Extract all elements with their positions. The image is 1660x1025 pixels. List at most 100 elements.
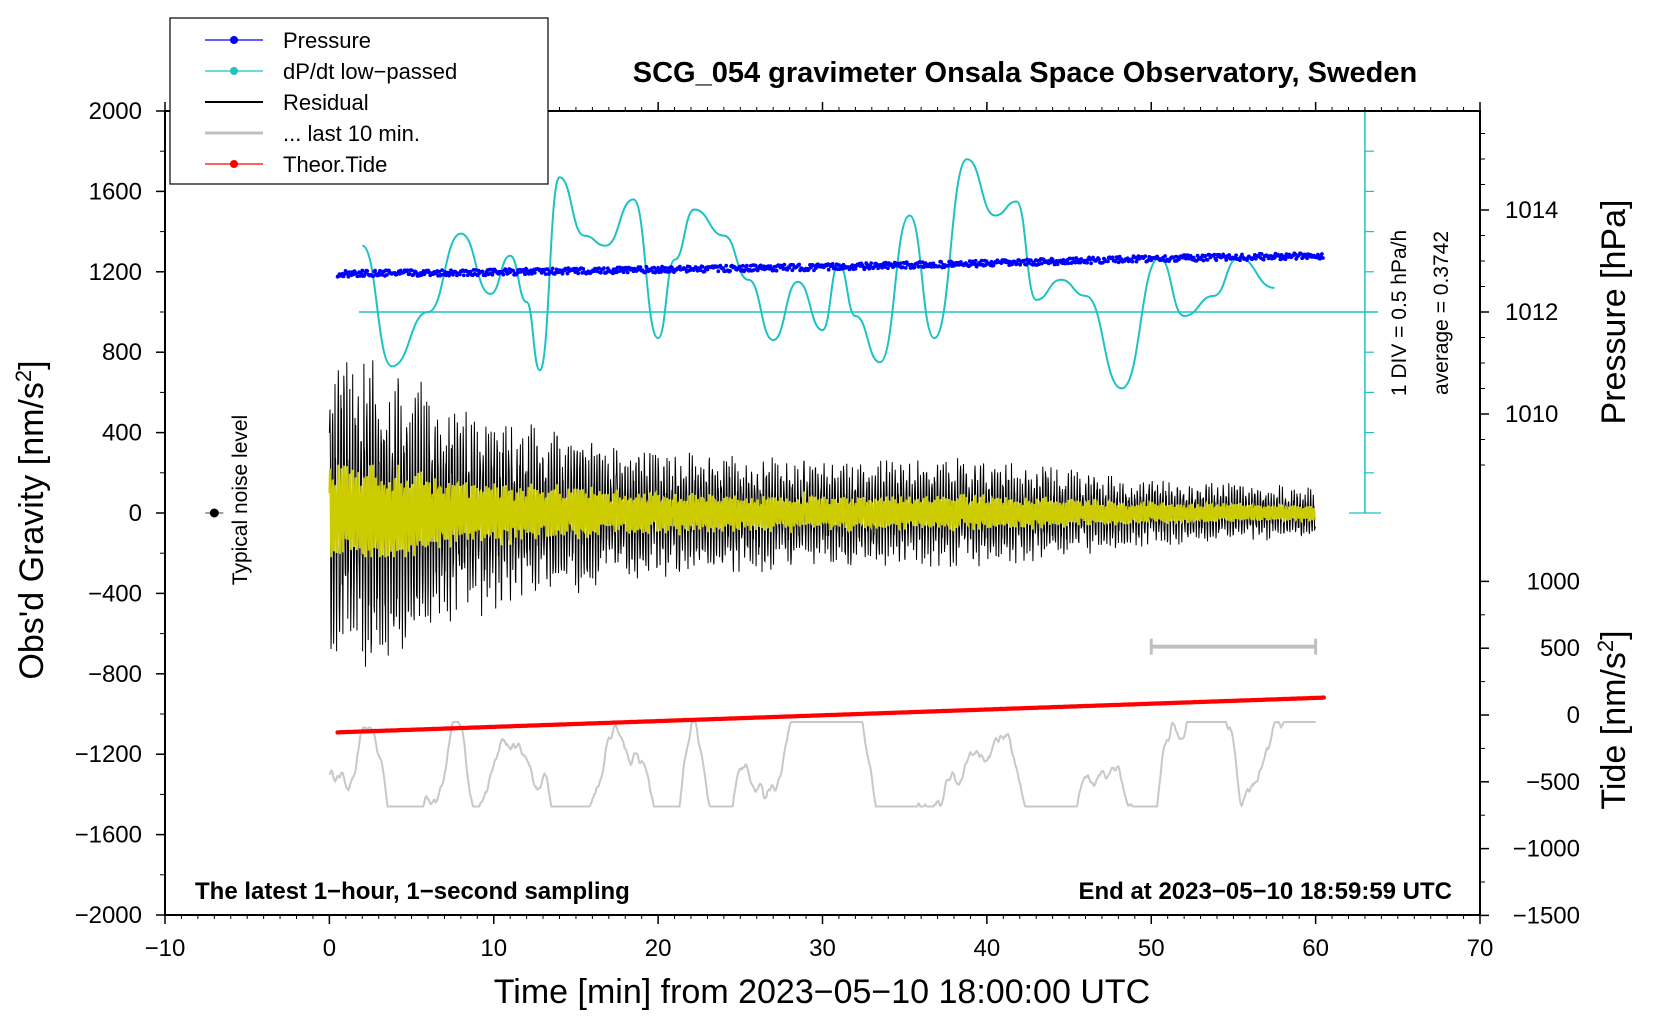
pressure-point xyxy=(1293,252,1298,256)
chart-title: SCG_054 gravimeter Onsala Space Observat… xyxy=(633,57,1417,89)
pressure-point xyxy=(912,265,917,270)
pressure-point xyxy=(939,260,944,264)
pressure-point xyxy=(771,268,776,273)
pressure-point xyxy=(576,271,581,276)
pressure-point xyxy=(1015,261,1019,266)
pressure-point xyxy=(1321,256,1325,260)
pressure-point xyxy=(1068,256,1073,261)
pressure-point xyxy=(1316,252,1320,257)
y-tick-label: 0 xyxy=(129,500,142,527)
pressure-point xyxy=(751,268,756,272)
pressure-point xyxy=(836,263,841,268)
y-tick-label: 2000 xyxy=(89,98,142,125)
pressure-tick-label: 1012 xyxy=(1505,299,1558,326)
pressure-point xyxy=(989,259,994,264)
filtered-residual-trace xyxy=(328,464,1317,558)
pressure-point xyxy=(362,273,367,278)
pressure-point xyxy=(908,266,913,270)
pressure-point xyxy=(1234,253,1238,258)
y-tick-label: −800 xyxy=(88,661,142,688)
pressure-point xyxy=(1071,256,1076,261)
pressure-point xyxy=(916,264,921,269)
end-time-note: End at 2023−05−10 18:59:59 UTC xyxy=(1078,878,1452,905)
noise-level-point xyxy=(209,508,219,518)
x-axis-label: Time [min] from 2023−05−10 18:00:00 UTC xyxy=(494,973,1150,1011)
pressure-point xyxy=(449,268,453,273)
pressure-point xyxy=(371,274,375,279)
pressure-point xyxy=(883,265,887,269)
pressure-point xyxy=(867,266,872,271)
pressure-point xyxy=(480,269,485,274)
tide-tick-label: 500 xyxy=(1540,635,1580,662)
pressure-point xyxy=(385,273,389,277)
pressure-point xyxy=(1214,258,1219,262)
pressure-point xyxy=(1061,258,1066,262)
pressure-point xyxy=(753,263,758,268)
pressure-point xyxy=(543,272,548,276)
pressure-point xyxy=(702,269,707,274)
pressure-point xyxy=(346,274,351,279)
x-tick-label: 70 xyxy=(1467,935,1494,962)
y-tick-label: −1200 xyxy=(75,741,142,768)
residual-trace xyxy=(328,360,1316,667)
pressure-point xyxy=(1029,258,1033,263)
pressure-point xyxy=(360,268,365,273)
tide-tick-label: −1500 xyxy=(1513,902,1580,929)
legend-label-dpdt: dP/dt low−passed xyxy=(283,59,457,84)
pressure-point xyxy=(1299,252,1304,256)
pressure-point xyxy=(560,271,565,276)
y-tick-label: 1200 xyxy=(89,259,142,286)
pressure-point xyxy=(1024,262,1028,267)
pressure-point xyxy=(1143,254,1148,259)
pressure-point xyxy=(407,272,412,276)
pressure-point xyxy=(830,262,835,266)
y-tick-label: −2000 xyxy=(75,902,142,929)
pressure-point xyxy=(602,266,606,271)
pressure-point xyxy=(869,261,874,265)
y-tick-label: −400 xyxy=(88,580,142,607)
pressure-point xyxy=(1055,262,1060,267)
pressure-point xyxy=(826,267,831,272)
pressure-point xyxy=(1073,260,1078,265)
pressure-point xyxy=(473,268,478,272)
tide-tick-label: −500 xyxy=(1526,769,1580,796)
pressure-point xyxy=(677,264,682,269)
tide-tick-label: −1000 xyxy=(1513,836,1580,863)
pressure-point xyxy=(1039,261,1044,266)
pressure-point xyxy=(1224,258,1229,262)
pressure-point xyxy=(979,258,984,263)
pressure-point xyxy=(1201,258,1206,263)
pressure-point xyxy=(1022,258,1026,263)
pressure-point xyxy=(1110,255,1115,260)
pressure-point xyxy=(1227,253,1232,257)
average-label: average = 0.3742 xyxy=(1430,231,1453,395)
pressure-point xyxy=(1089,261,1093,266)
pressure-point xyxy=(1305,256,1309,261)
pressure-point xyxy=(468,269,473,274)
legend-label-residual: Residual xyxy=(283,90,369,115)
y-axis-label-pressure: Pressure [hPa] xyxy=(1595,200,1633,425)
legend-marker-pressure xyxy=(230,36,238,44)
chart-traces xyxy=(205,110,1381,808)
x-tick-label: 20 xyxy=(645,935,672,962)
pressure-point xyxy=(1113,259,1118,264)
pressure-point xyxy=(638,265,643,270)
y-axis-label-left: Obs'd Gravity [nm/s2] xyxy=(11,360,52,679)
pressure-point xyxy=(1205,258,1210,262)
pressure-point xyxy=(761,264,766,269)
pressure-point xyxy=(664,266,668,270)
pressure-point xyxy=(461,273,466,278)
pressure-point xyxy=(599,270,603,275)
pressure-point xyxy=(900,265,905,269)
pressure-point xyxy=(1117,254,1122,259)
dpdt-series-line xyxy=(361,158,1275,390)
tide-tick-label: 0 xyxy=(1567,702,1580,729)
pressure-point xyxy=(621,270,626,275)
pressure-point xyxy=(411,272,416,277)
legend-label-tide: Theor.Tide xyxy=(283,152,387,177)
pressure-point xyxy=(797,262,802,267)
x-tick-label: 40 xyxy=(974,935,1001,962)
pressure-point xyxy=(741,263,745,268)
pressure-point xyxy=(581,267,586,271)
